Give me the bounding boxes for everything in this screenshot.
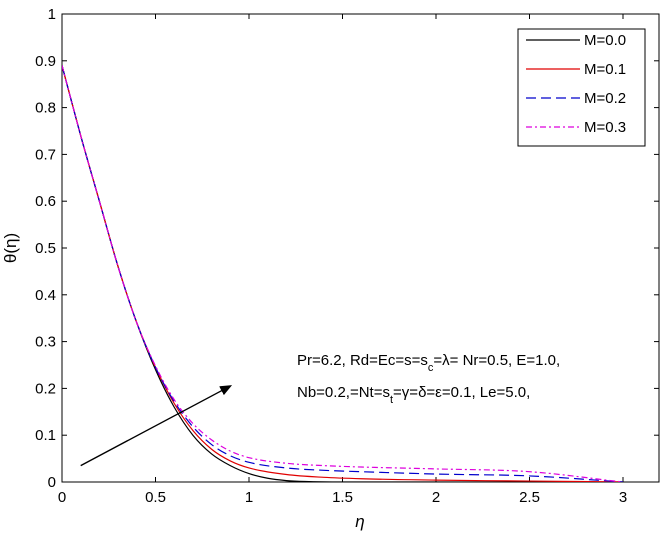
- y-tick-label: 0.2: [35, 380, 56, 397]
- y-tick-label: 0.5: [35, 240, 56, 257]
- legend-box: [517, 28, 646, 147]
- x-tick-label: 0: [58, 489, 66, 506]
- annotation-line-2: Nb=0.2,=Nt=st=γ=δ=ε=0.1, Le=5.0,: [297, 384, 530, 406]
- x-tick-label: 3: [619, 489, 627, 506]
- legend-label: M=0.1: [584, 61, 626, 78]
- series-line-1: [62, 65, 624, 482]
- x-axis-label: η: [355, 512, 364, 531]
- y-tick-label: 0.6: [35, 193, 56, 210]
- y-tick-labels: 0 0.1 0.2 0.3 0.4 0.5 0.6 0.7 0.8 0.9 1: [35, 6, 56, 491]
- series-lines: [62, 65, 624, 482]
- legend-label: M=0.3: [584, 119, 626, 136]
- y-tick-label: 0.9: [35, 53, 56, 70]
- x-tick-labels: 0 0.5 1 1.5 2 2.5 3: [58, 489, 627, 506]
- x-tick-label: 0.5: [145, 489, 166, 506]
- y-tick-label: 0.7: [35, 146, 56, 163]
- y-axis-label: θ(η): [1, 233, 20, 263]
- legend-label: M=0.2: [584, 90, 626, 107]
- x-tick-label: 1: [245, 489, 253, 506]
- annotation: Pr=6.2, Rd=Ec=s=sc=λ= Nr=0.5, E=1.0, Nb=…: [80, 352, 560, 467]
- x-tick-label: 1.5: [332, 489, 353, 506]
- y-tick-label: 0.1: [35, 427, 56, 444]
- y-tick-label: 0.8: [35, 100, 56, 117]
- y-tick-label: 0: [48, 474, 56, 491]
- x-tick-label: 2: [432, 489, 440, 506]
- annotation-arrow: [80, 385, 233, 467]
- series-line-2: [62, 65, 624, 482]
- y-tick-label: 1: [48, 6, 56, 23]
- x-tick-label: 2.5: [519, 489, 540, 506]
- series-line-3: [62, 65, 624, 482]
- annotation-line-1: Pr=6.2, Rd=Ec=s=sc=λ= Nr=0.5, E=1.0,: [297, 352, 560, 374]
- y-tick-label: 0.4: [35, 287, 56, 304]
- legend-label: M=0.0: [584, 32, 626, 49]
- legend: M=0.0 M=0.1 M=0.2 M=0.3: [517, 28, 646, 147]
- y-tick-label: 0.3: [35, 334, 56, 351]
